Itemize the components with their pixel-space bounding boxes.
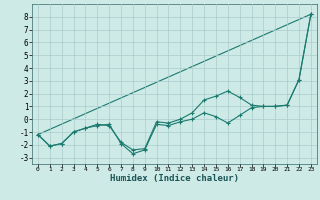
X-axis label: Humidex (Indice chaleur): Humidex (Indice chaleur) [110,174,239,183]
